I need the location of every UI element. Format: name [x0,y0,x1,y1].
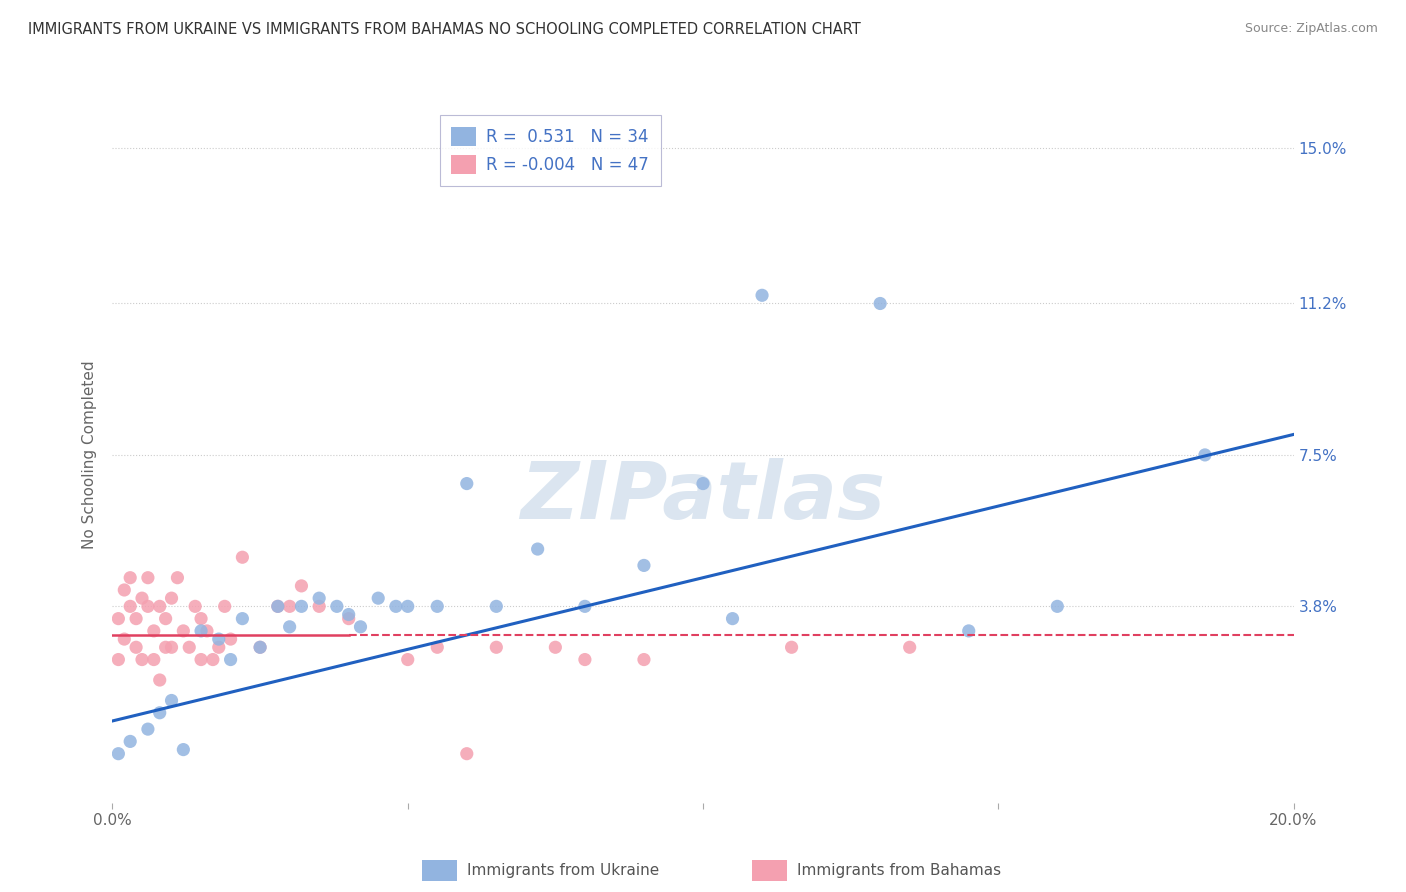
Point [426,640,449,655]
Point [131,652,153,666]
Point [136,722,159,736]
Point [308,599,330,614]
Point [195,624,218,638]
Point [231,612,253,626]
Point [214,599,236,614]
Point [290,599,312,614]
Point [326,599,349,614]
Point [396,652,419,666]
Point [107,747,129,761]
Point [267,599,290,614]
Point [367,591,389,606]
Point [120,734,142,748]
Point [456,747,478,761]
Point [149,706,172,720]
Point [278,599,301,614]
Point [155,640,177,655]
Point [290,579,312,593]
Point [1046,599,1069,614]
Point [1194,448,1216,462]
Point [131,591,153,606]
Point [208,640,231,655]
Text: ZIPatlas: ZIPatlas [520,458,886,536]
Text: Source: ZipAtlas.com: Source: ZipAtlas.com [1244,22,1378,36]
Point [120,571,142,585]
Point [112,632,135,646]
Point [179,640,201,655]
Point [190,624,212,638]
Point [721,612,744,626]
Point [107,652,129,666]
Point [526,542,548,557]
Point [249,640,271,655]
Point [957,624,980,638]
Point [898,640,921,655]
Point [125,640,148,655]
Point [166,571,188,585]
Point [780,640,803,655]
Point [125,612,148,626]
Point [149,599,172,614]
Point [155,612,177,626]
Point [120,599,142,614]
Point [337,607,360,622]
Point [349,620,371,634]
Point [267,599,290,614]
Text: IMMIGRANTS FROM UKRAINE VS IMMIGRANTS FROM BAHAMAS NO SCHOOLING COMPLETED CORREL: IMMIGRANTS FROM UKRAINE VS IMMIGRANTS FR… [28,22,860,37]
Point [574,652,596,666]
Point [149,673,172,687]
Point [107,612,129,626]
Point [201,652,224,666]
Point [396,599,419,614]
Point [208,632,231,646]
Point [160,640,183,655]
Point [574,599,596,614]
Point [751,288,773,302]
Point [160,693,183,707]
Point [142,624,165,638]
Point [142,652,165,666]
Point [633,558,655,573]
Point [231,550,253,565]
Point [337,612,360,626]
Point [278,620,301,634]
Point [184,599,207,614]
Point [456,476,478,491]
Point [485,640,508,655]
Point [249,640,271,655]
Point [633,652,655,666]
Point [485,599,508,614]
Point [219,632,242,646]
Text: Immigrants from Bahamas: Immigrants from Bahamas [797,863,1001,878]
Point [112,582,135,597]
Point [190,652,212,666]
Legend: R =  0.531   N = 34, R = -0.004   N = 47: R = 0.531 N = 34, R = -0.004 N = 47 [440,115,661,186]
Point [160,591,183,606]
Point [692,476,714,491]
Point [385,599,408,614]
Point [136,599,159,614]
Point [136,571,159,585]
Point [172,742,194,756]
Point [544,640,567,655]
Point [426,599,449,614]
Text: Immigrants from Ukraine: Immigrants from Ukraine [467,863,659,878]
Point [308,591,330,606]
Y-axis label: No Schooling Completed: No Schooling Completed [82,360,97,549]
Point [190,612,212,626]
Point [869,296,891,310]
Point [172,624,194,638]
Point [219,652,242,666]
